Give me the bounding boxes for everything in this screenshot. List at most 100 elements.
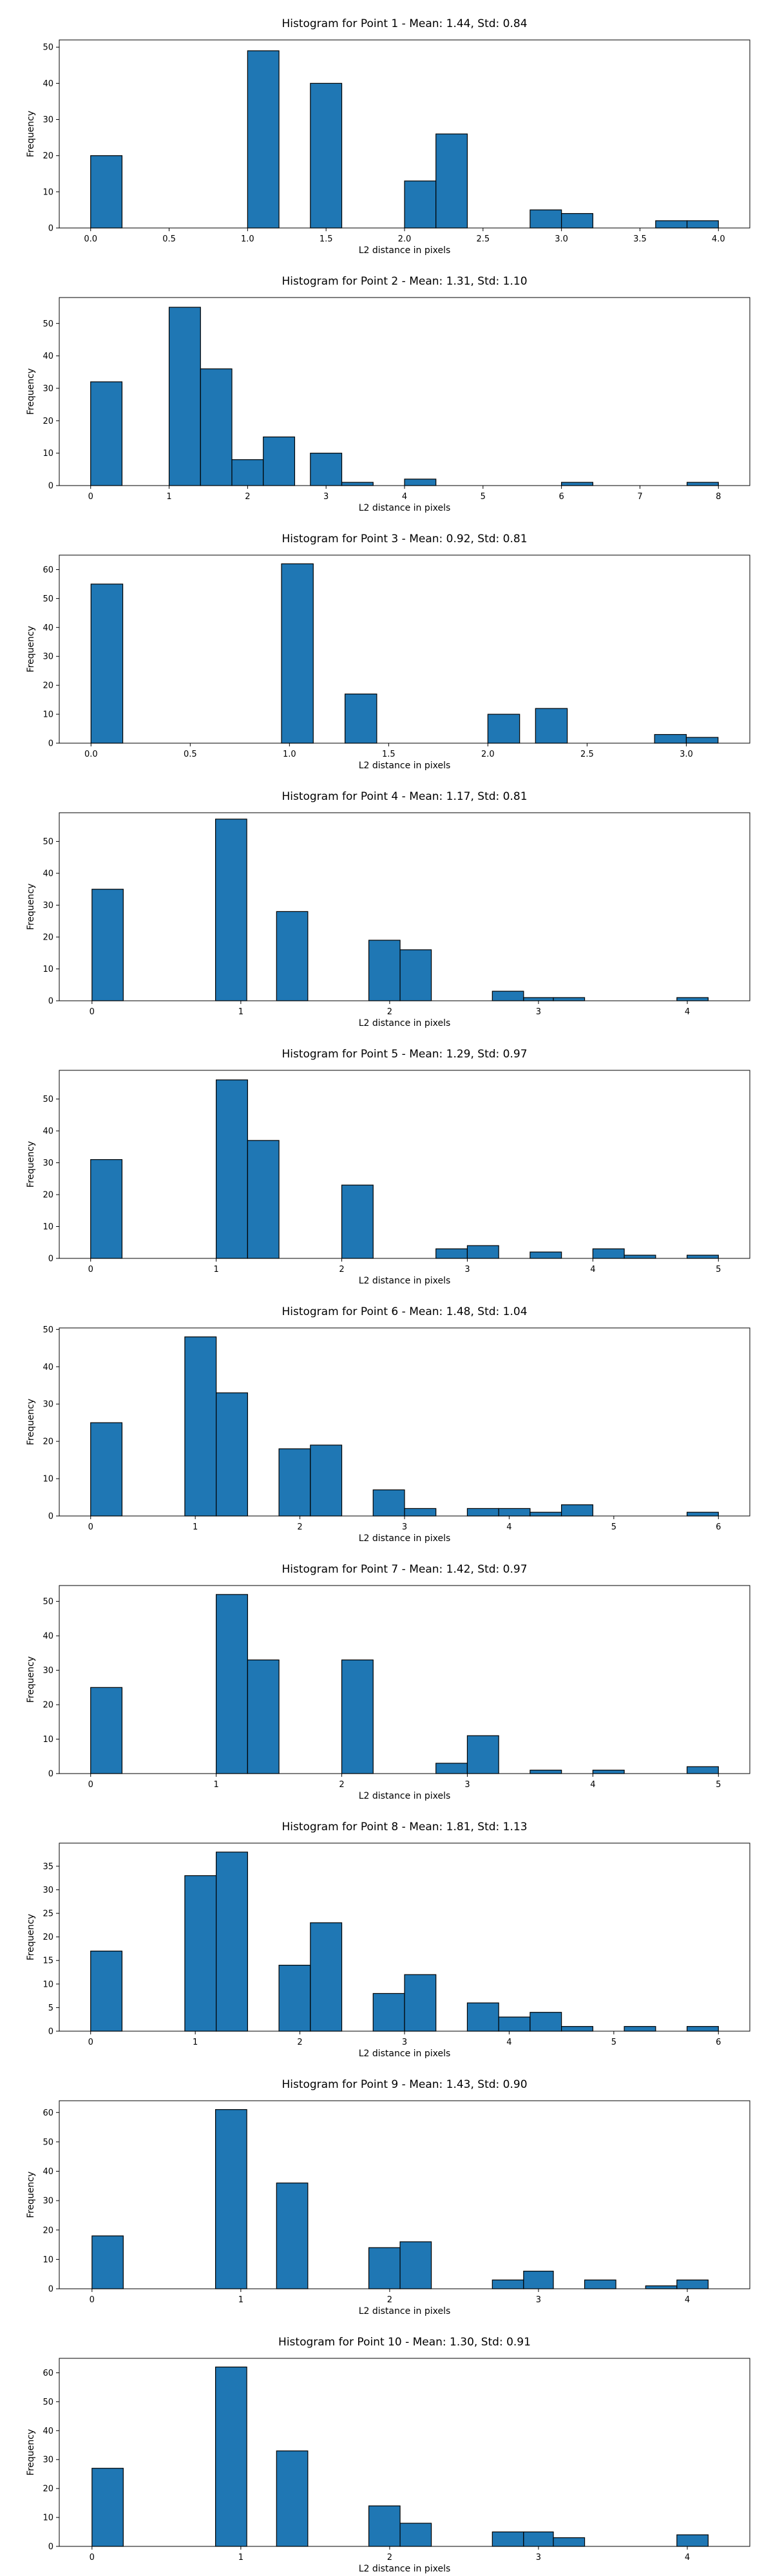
histogram-bar xyxy=(491,2531,524,2547)
y-tick-label: 30 xyxy=(43,2197,53,2206)
y-tick-label: 40 xyxy=(43,2427,53,2436)
histogram-bar xyxy=(310,1922,343,2032)
y-tick-label: 10 xyxy=(43,710,53,720)
x-tick-label: 1.0 xyxy=(283,750,296,759)
histogram-bar xyxy=(498,2016,531,2032)
histogram-bar xyxy=(91,2235,124,2289)
plot-area-frame xyxy=(59,2100,750,2289)
y-tick-label: 5 xyxy=(48,2003,53,2013)
histogram-chart-2: Histogram for Point 2 - Mean: 1.31, Std:… xyxy=(26,275,750,513)
y-axis-label: Frequency xyxy=(26,1656,36,1703)
histogram-chart-6: Histogram for Point 6 - Mean: 1.48, Std:… xyxy=(26,1305,750,1544)
plot-area-frame xyxy=(59,297,750,486)
y-tick-label: 0 xyxy=(48,2543,53,2552)
histogram-bar xyxy=(466,2002,499,2032)
x-tick-label: 1.5 xyxy=(382,750,396,759)
histogram-bar xyxy=(341,482,374,486)
x-axis-label: L2 distance in pixels xyxy=(359,1018,451,1028)
histogram-chart-5: Histogram for Point 5 - Mean: 1.29, Std:… xyxy=(26,1048,750,1286)
y-axis-label: Frequency xyxy=(26,2429,36,2476)
plot-area-frame xyxy=(59,1070,750,1259)
x-tick-label: 8 xyxy=(716,492,721,502)
x-tick-label: 3 xyxy=(323,492,329,502)
y-tick-label: 50 xyxy=(43,837,53,847)
y-axis-label: Frequency xyxy=(26,1141,36,1188)
y-tick-label: 40 xyxy=(43,352,53,361)
histogram-bar xyxy=(215,2366,247,2547)
histogram-bar xyxy=(341,1184,374,1259)
plot-area-frame xyxy=(59,1327,750,1517)
y-tick-label: 30 xyxy=(43,1886,53,1895)
x-tick-label: 1 xyxy=(213,1265,218,1274)
histogram-bar xyxy=(553,2537,586,2547)
x-tick-label: 0.5 xyxy=(162,234,176,244)
x-tick-label: 1 xyxy=(166,492,171,502)
y-tick-label: 30 xyxy=(43,1666,53,1676)
x-tick-label: 0 xyxy=(88,2038,93,2047)
y-axis-label: Frequency xyxy=(26,1399,36,1445)
histogram-bar xyxy=(263,436,296,486)
y-tick-label: 0 xyxy=(48,2027,53,2037)
histogram-bar xyxy=(90,1159,123,1259)
y-tick-label: 10 xyxy=(43,1735,53,1745)
histogram-bar xyxy=(491,2279,524,2289)
y-tick-label: 15 xyxy=(43,1956,53,1966)
histogram-bar xyxy=(686,1255,719,1259)
histogram-bar xyxy=(530,2012,562,2032)
x-tick-label: 5 xyxy=(611,1522,616,1532)
histogram-bar xyxy=(278,1964,311,2032)
x-tick-label: 3 xyxy=(536,1007,541,1017)
histogram-bar xyxy=(368,940,401,1001)
y-tick-label: 10 xyxy=(43,965,53,974)
chart-title: Histogram for Point 6 - Mean: 1.48, Std:… xyxy=(282,1305,527,1318)
histogram-bar xyxy=(466,1508,499,1517)
y-tick-label: 0 xyxy=(48,482,53,491)
x-tick-label: 1 xyxy=(238,2553,243,2562)
histogram-bar xyxy=(368,2247,401,2289)
chart-title: Histogram for Point 2 - Mean: 1.31, Std:… xyxy=(282,275,527,288)
histogram-bar xyxy=(372,1489,405,1517)
histogram-bar xyxy=(399,2523,432,2547)
histogram-bar xyxy=(341,1659,374,1774)
x-tick-label: 4 xyxy=(590,1265,595,1274)
histogram-bar xyxy=(491,990,524,1001)
y-tick-label: 30 xyxy=(43,2456,53,2465)
y-tick-label: 30 xyxy=(43,115,53,125)
histogram-bar xyxy=(404,1974,437,2032)
histogram-bar xyxy=(216,1594,248,1774)
x-tick-label: 0.5 xyxy=(184,750,197,759)
histogram-bar xyxy=(561,482,593,486)
x-tick-label: 3 xyxy=(402,2038,407,2047)
histogram-bar xyxy=(276,2183,309,2289)
histogram-chart-8: Histogram for Point 8 - Mean: 1.81, Std:… xyxy=(26,1821,750,2059)
y-tick-label: 50 xyxy=(43,1597,53,1607)
histogram-bar xyxy=(247,50,280,229)
x-tick-label: 1 xyxy=(238,2295,243,2305)
histogram-bar xyxy=(561,213,593,229)
histogram-bar xyxy=(535,708,568,744)
x-tick-label: 7 xyxy=(637,492,642,502)
histogram-bar xyxy=(624,1255,656,1259)
histogram-chart-3: Histogram for Point 3 - Mean: 0.92, Std:… xyxy=(26,533,750,771)
x-tick-label: 2 xyxy=(387,2553,392,2562)
y-tick-label: 40 xyxy=(43,1632,53,1642)
histogram-bar xyxy=(686,1766,719,1774)
x-tick-label: 4 xyxy=(506,2038,511,2047)
histogram-bar xyxy=(624,2026,656,2032)
y-axis-label: Frequency xyxy=(26,111,36,157)
x-tick-label: 5 xyxy=(481,492,486,502)
y-tick-label: 50 xyxy=(43,319,53,329)
histogram-bar xyxy=(90,155,123,229)
x-tick-label: 4 xyxy=(685,2553,690,2562)
chart-title: Histogram for Point 9 - Mean: 1.43, Std:… xyxy=(282,2078,527,2091)
histogram-bar xyxy=(168,307,201,486)
histogram-bar xyxy=(676,2279,709,2289)
x-tick-label: 2.0 xyxy=(398,234,412,244)
histogram-bar xyxy=(435,1763,468,1774)
histogram-bar xyxy=(645,2285,678,2289)
x-tick-label: 3.5 xyxy=(633,234,647,244)
y-tick-label: 0 xyxy=(48,2285,53,2295)
x-tick-label: 2.0 xyxy=(481,750,495,759)
x-tick-label: 1.5 xyxy=(320,234,333,244)
